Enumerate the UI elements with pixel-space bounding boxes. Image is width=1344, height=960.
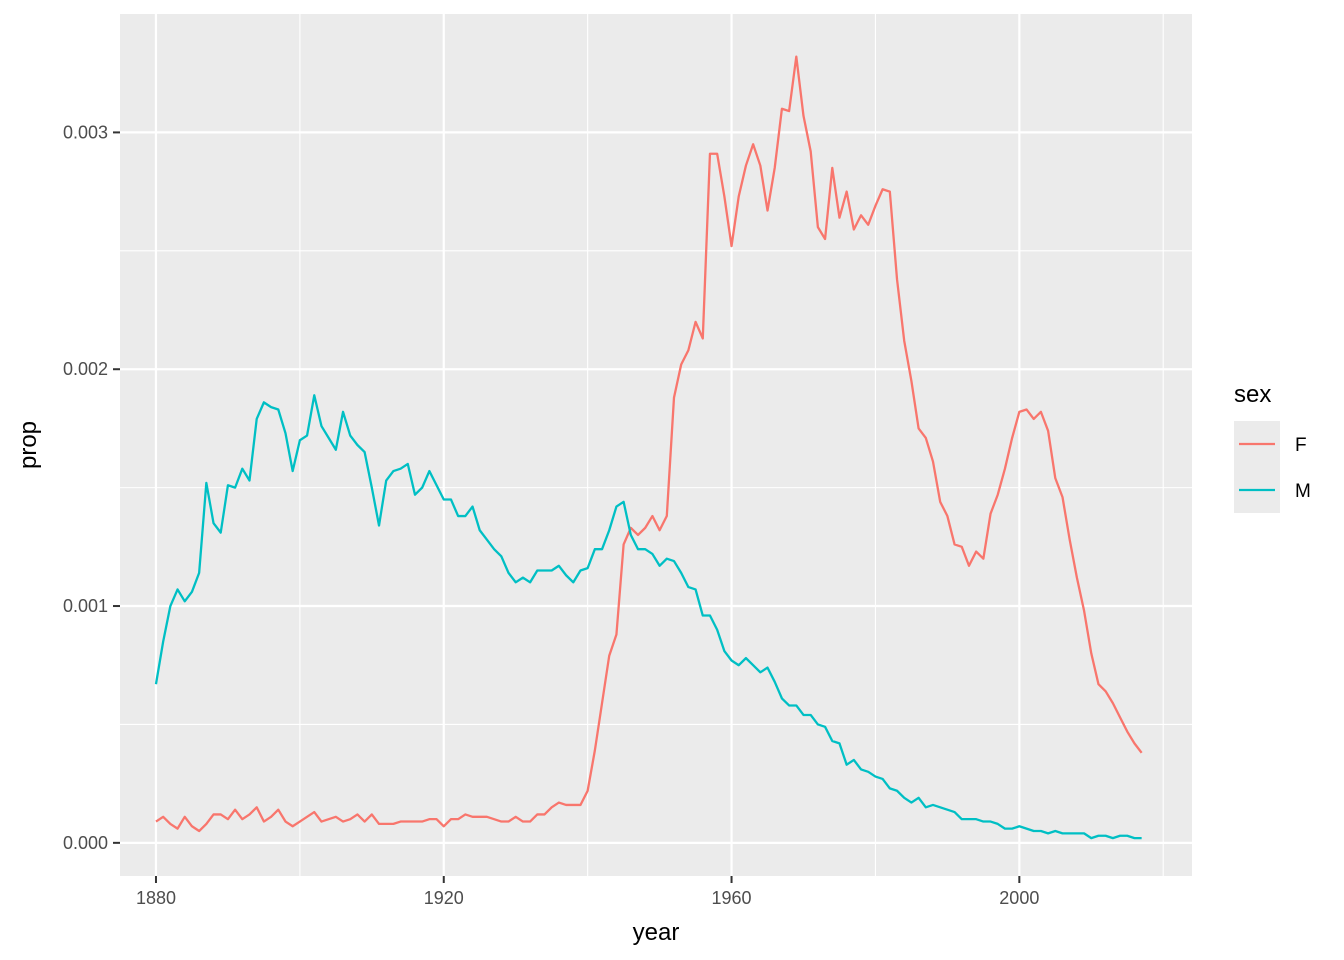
x-tick-label: 2000 [999,888,1039,908]
series-line-f [155,55,1143,833]
y-tick-label: 0.003 [63,122,108,142]
y-tick-label: 0.000 [63,833,108,853]
minor-gridlines [120,14,1192,876]
x-axis: 1880 1920 1960 2000 [136,876,1039,908]
legend-label-m: M [1295,481,1311,502]
x-tick-label: 1880 [136,888,176,908]
x-tick-label: 1960 [712,888,752,908]
series-lines [154,55,1143,840]
legend: sex F M [1234,381,1311,513]
y-axis-title: prop [15,421,42,469]
legend-title: sex [1234,381,1271,408]
y-tick-label: 0.001 [63,596,108,616]
x-axis-title: year [633,919,680,946]
series-line-m [154,394,1142,840]
plot-panel [120,14,1192,876]
legend-key-background [1234,421,1280,513]
y-axis: 0.000 0.001 0.002 0.003 [63,122,120,853]
x-tick-label: 1920 [424,888,464,908]
legend-label-f: F [1295,435,1307,456]
major-gridlines [120,14,1192,876]
y-tick-label: 0.002 [63,359,108,379]
